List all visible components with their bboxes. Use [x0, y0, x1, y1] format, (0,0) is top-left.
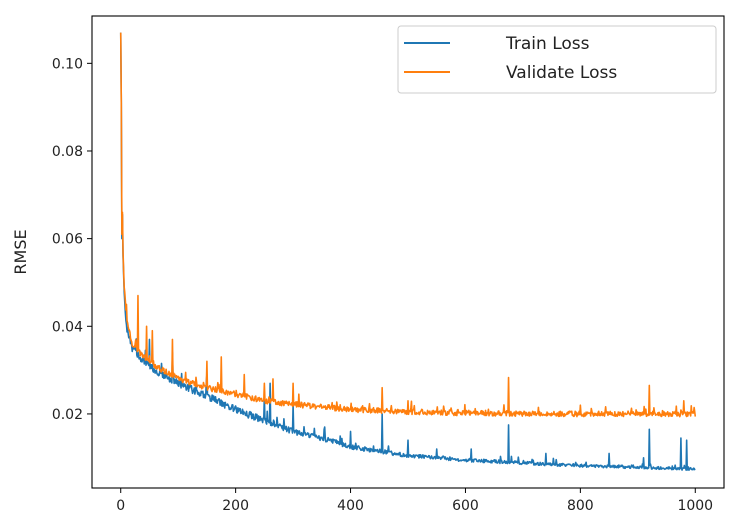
legend-label-train-loss: Train Loss [505, 34, 590, 54]
x-tick-label: 1000 [677, 498, 713, 514]
series-layer [119, 32, 697, 472]
x-tick-label: 200 [222, 498, 249, 514]
y-tick-label: 0.02 [52, 407, 83, 423]
y-axis-label: RMSE [11, 229, 30, 274]
x-tick-label: 600 [452, 498, 479, 514]
tick-layer: 0 200 400 600 800 1000 0.02 0.04 0.06 0.08 0.10 [52, 56, 713, 514]
plot-frame [91, 15, 725, 489]
y-tick-label: 0.08 [52, 144, 83, 160]
x-tick-label: 0 [116, 498, 125, 514]
y-tick-label: 0.04 [52, 319, 83, 335]
y-tick-label: 0.10 [52, 56, 83, 72]
series-line-validate-loss [119, 32, 697, 418]
legend: Train Loss Validate Loss [397, 25, 717, 94]
series-line-train-loss [119, 32, 696, 472]
legend-box [397, 25, 717, 94]
legend-label-validate-loss: Validate Loss [506, 63, 617, 83]
y-tick-label: 0.06 [52, 232, 83, 248]
x-tick-label: 800 [567, 498, 594, 514]
x-tick-label: 400 [337, 498, 364, 514]
